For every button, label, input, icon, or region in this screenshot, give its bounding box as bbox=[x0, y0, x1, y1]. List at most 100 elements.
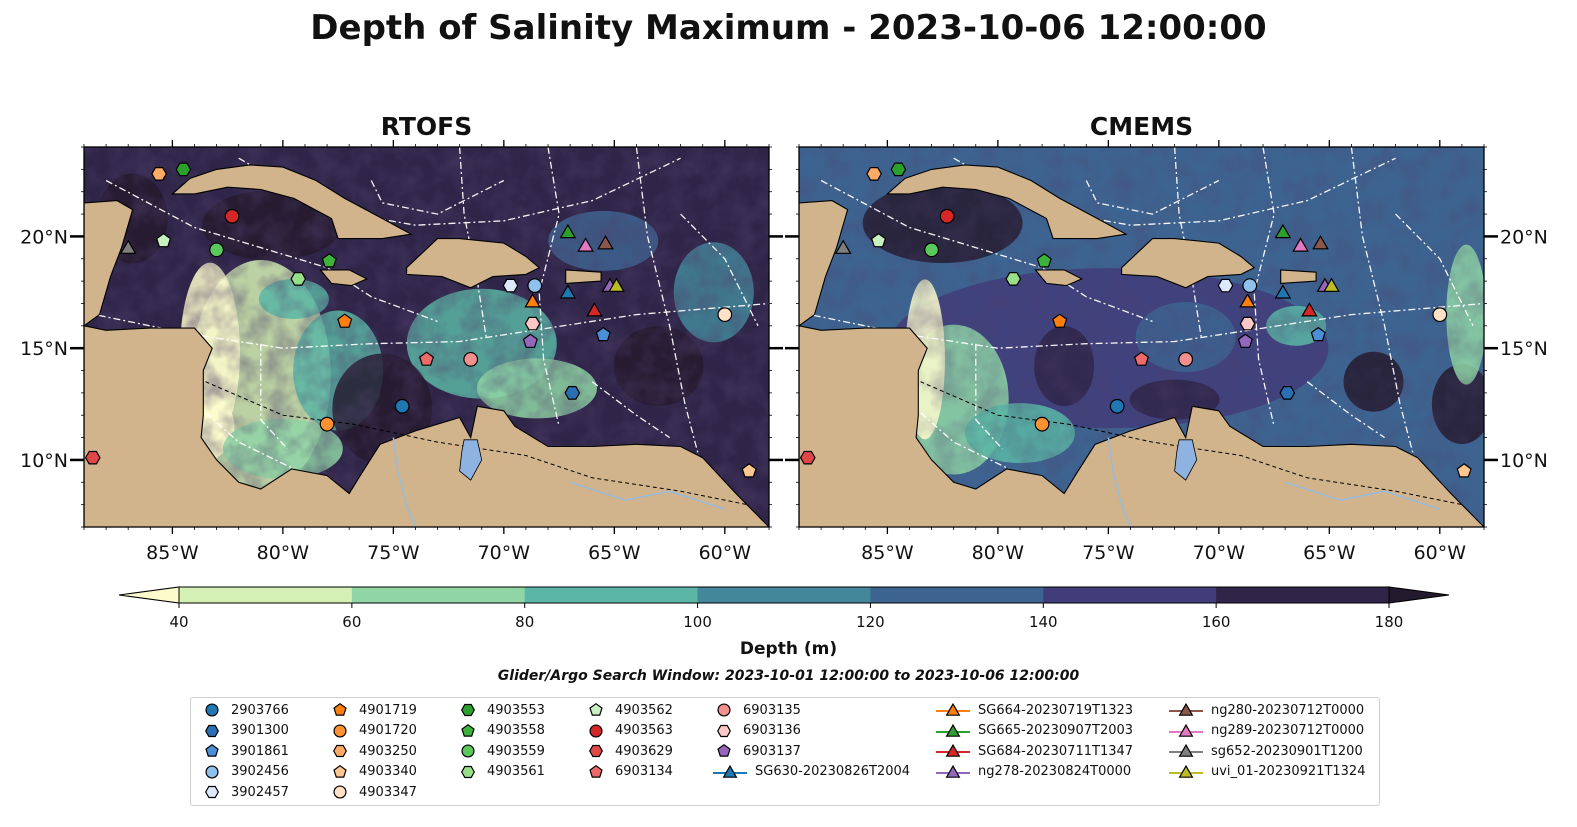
colorbar-extend-high bbox=[1388, 586, 1450, 604]
colorbar-frame bbox=[178, 586, 1390, 604]
map-frame bbox=[798, 146, 1485, 528]
colorbar-tick-label: 60 bbox=[342, 613, 361, 631]
float-marker bbox=[337, 313, 353, 328]
legend-item: 4903347 bbox=[329, 782, 417, 802]
float-marker bbox=[119, 239, 137, 254]
float-marker bbox=[1274, 223, 1292, 239]
colorbar-segment bbox=[1216, 587, 1390, 603]
legend-item: SG665-20230907T2003 bbox=[936, 721, 1133, 741]
colorbar-segment bbox=[1043, 587, 1217, 603]
float-marker bbox=[924, 242, 939, 258]
legend-marker bbox=[333, 764, 347, 778]
float-marker bbox=[1133, 351, 1150, 366]
colorbar-segment bbox=[697, 587, 871, 603]
legend-label: ng278-20230824T0000 bbox=[978, 764, 1132, 779]
legend-item: 4903559 bbox=[457, 741, 545, 761]
float-marker bbox=[524, 293, 541, 308]
lon-tick-label: 85°W bbox=[146, 542, 199, 564]
lat-tick-label: 15°N bbox=[1500, 338, 1548, 360]
map-frame bbox=[83, 146, 770, 528]
lat-tick-label: 20°N bbox=[1500, 226, 1548, 248]
legend-label: 3901300 bbox=[231, 723, 289, 738]
legend-marker bbox=[945, 723, 961, 737]
float-marker bbox=[1239, 316, 1256, 331]
lon-tick-label: 60°W bbox=[1414, 542, 1467, 564]
legend-marker bbox=[1178, 764, 1194, 778]
land-mass bbox=[885, 164, 1128, 240]
legend-marker bbox=[205, 785, 219, 799]
legend-label: 4903629 bbox=[615, 743, 673, 759]
float-marker bbox=[870, 232, 887, 248]
land-mass bbox=[799, 200, 849, 327]
legend-marker bbox=[589, 764, 603, 778]
legend-label: 3901861 bbox=[231, 743, 289, 759]
hexagon-marker-icon bbox=[717, 724, 731, 737]
legend: 2903766 3901300 3901861 3902456 3902457 49017… bbox=[190, 697, 1380, 806]
float-marker bbox=[155, 232, 172, 248]
legend-item: 4903561 bbox=[457, 762, 545, 782]
float-marker bbox=[224, 208, 240, 224]
eez-boundary bbox=[1395, 213, 1474, 327]
legend-item: 6903137 bbox=[713, 741, 801, 761]
float-marker bbox=[586, 302, 603, 317]
lake-maracaibo bbox=[1174, 439, 1198, 481]
legend-item: 4903562 bbox=[585, 700, 673, 720]
legend-label: ng289-20230712T0000 bbox=[1211, 723, 1365, 738]
panel-title-cmems: CMEMS bbox=[1089, 112, 1194, 141]
lat-tick-label: 10°N bbox=[1500, 450, 1548, 472]
float-marker bbox=[1323, 277, 1340, 292]
legend-marker bbox=[1178, 743, 1194, 757]
hexagon-marker-icon bbox=[589, 744, 603, 758]
legend-item: 3902456 bbox=[201, 762, 289, 782]
circle-marker-icon bbox=[461, 744, 475, 758]
legend-label: 4901719 bbox=[359, 702, 417, 718]
land-mass bbox=[1280, 269, 1317, 284]
legend-marker bbox=[945, 702, 961, 716]
legend-marker bbox=[205, 764, 219, 779]
float-marker bbox=[741, 463, 757, 478]
float-marker bbox=[1301, 302, 1318, 317]
colorbar-tick-label: 40 bbox=[169, 613, 188, 631]
legend-item: SG664-20230719T1323 bbox=[936, 700, 1133, 720]
colorbar-segment bbox=[524, 587, 699, 603]
colorbar-extend-low bbox=[118, 586, 180, 604]
lon-tick-label: 60°W bbox=[699, 542, 752, 564]
float-marker bbox=[175, 162, 192, 177]
legend-label: 4903559 bbox=[487, 743, 545, 759]
map-panel-rtofs: 85°W 80°W 75°W 70°W 65°W 60°W 20°N 15°N 10°N bbox=[20, 140, 783, 564]
legend-item: 4901719 bbox=[329, 700, 417, 720]
float-marker bbox=[1052, 313, 1068, 328]
legend-marker bbox=[589, 744, 603, 758]
legend-marker bbox=[717, 703, 731, 717]
land-mass bbox=[84, 200, 134, 327]
legend-item: 4903558 bbox=[457, 721, 545, 741]
float-marker bbox=[1034, 416, 1050, 432]
float-marker bbox=[577, 237, 594, 252]
lat-tick-label: 15°N bbox=[20, 338, 68, 360]
circle-marker-icon bbox=[717, 703, 731, 717]
legend-label: 4903340 bbox=[359, 764, 417, 779]
legend-item: sg652-20230901T1200 bbox=[1169, 741, 1363, 761]
land-mass bbox=[170, 164, 413, 240]
legend-marker bbox=[717, 724, 731, 737]
legend-marker bbox=[1178, 702, 1194, 716]
eez-boundary bbox=[799, 302, 1484, 349]
lon-tick-label: 65°W bbox=[1303, 542, 1356, 564]
float-marker bbox=[597, 235, 614, 250]
lon-tick-label: 80°W bbox=[257, 542, 310, 564]
legend-item: 6903135 bbox=[713, 700, 801, 720]
lat-tick-label: 20°N bbox=[20, 226, 68, 248]
lon-tick-label: 70°W bbox=[1193, 542, 1246, 564]
legend-marker bbox=[589, 723, 603, 738]
colorbar: 40 60 80 100 120 140 160 180 bbox=[118, 586, 1450, 631]
legend-item: 3902457 bbox=[201, 782, 289, 802]
legend-label: 4901720 bbox=[359, 723, 417, 738]
float-marker bbox=[151, 167, 167, 181]
legend-label: 4903561 bbox=[487, 764, 545, 779]
legend-marker bbox=[205, 703, 219, 717]
legend-marker bbox=[461, 703, 475, 717]
eez-boundary bbox=[975, 343, 1003, 450]
float-marker bbox=[1109, 398, 1125, 414]
float-marker bbox=[1242, 278, 1258, 293]
float-marker bbox=[319, 416, 335, 432]
